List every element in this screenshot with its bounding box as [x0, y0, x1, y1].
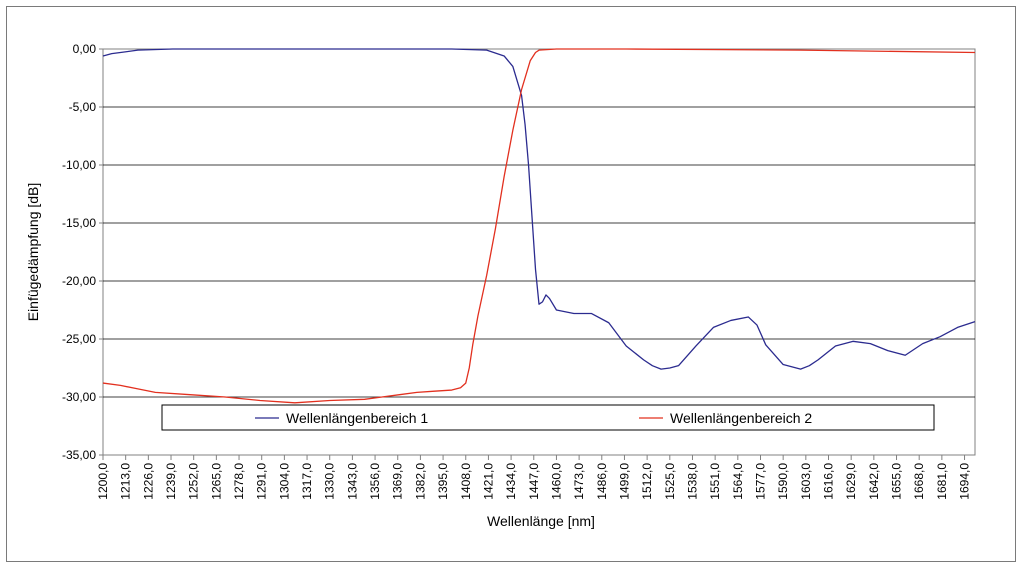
- x-tick-label: 1486,0: [595, 463, 609, 500]
- x-tick-label: 1668,0: [912, 463, 926, 500]
- x-tick-label: 1603,0: [799, 463, 813, 500]
- x-tick-label: 1395,0: [436, 463, 450, 500]
- x-tick-label: 1304,0: [277, 463, 291, 500]
- x-tick-label: 1473,0: [572, 463, 586, 500]
- x-tick-label: 1317,0: [300, 463, 314, 500]
- y-tick-label: -10,00: [62, 158, 96, 172]
- gridlines: [103, 106, 975, 398]
- x-axis-ticks: 1200,0 1213,0 1226,0 1239,0 1252,0 1265,0 1278…: [96, 455, 972, 500]
- y-tick-label: -15,00: [62, 216, 96, 230]
- y-tick-label: -30,00: [62, 390, 96, 404]
- x-tick-label: 1252,0: [187, 463, 201, 500]
- x-tick-label: 1681,0: [935, 463, 949, 500]
- x-tick-label: 1499,0: [617, 463, 631, 500]
- x-tick-label: 1642,0: [867, 463, 881, 500]
- y-tick-label: -20,00: [62, 274, 96, 288]
- y-tick-label: 0,00: [73, 42, 97, 56]
- y-tick-label: -35,00: [62, 448, 96, 462]
- line-chart: 0,00 -5,00 -10,00 -15,00 -20,00 -25,00 -30,00 -…: [25, 42, 976, 529]
- chart-frame: 0,00 -5,00 -10,00 -15,00 -20,00 -25,00 -30,00 -…: [6, 6, 1016, 562]
- x-tick-label: 1434,0: [504, 463, 518, 500]
- x-tick-label: 1382,0: [413, 463, 427, 500]
- legend-label-series-2: Wellenlängenbereich 2: [670, 410, 812, 426]
- x-axis-title: Wellenlänge [nm]: [487, 513, 595, 529]
- legend-label-series-1: Wellenlängenbereich 1: [286, 410, 428, 426]
- series-line-2: [102, 48, 976, 404]
- x-tick-label: 1200,0: [96, 463, 110, 500]
- x-tick-label: 1590,0: [776, 463, 790, 500]
- x-tick-label: 1265,0: [209, 463, 223, 500]
- x-tick-label: 1655,0: [890, 463, 904, 500]
- x-tick-label: 1577,0: [753, 463, 767, 500]
- legend-box: [161, 404, 935, 431]
- x-tick-label: 1356,0: [368, 463, 382, 500]
- x-tick-label: 1460,0: [549, 463, 563, 500]
- x-tick-label: 1447,0: [527, 463, 541, 500]
- x-tick-label: 1226,0: [141, 463, 155, 500]
- x-tick-label: 1629,0: [844, 463, 858, 500]
- x-tick-label: 1291,0: [255, 463, 269, 500]
- x-tick-label: 1421,0: [481, 463, 495, 500]
- x-tick-label: 1330,0: [323, 463, 337, 500]
- x-tick-label: 1525,0: [663, 463, 677, 500]
- x-tick-label: 1564,0: [731, 463, 745, 500]
- legend: Wellenlängenbereich 1 Wellenlängenbereic…: [161, 404, 935, 431]
- x-tick-label: 1369,0: [391, 463, 405, 500]
- x-tick-label: 1551,0: [708, 463, 722, 500]
- x-tick-label: 1408,0: [459, 463, 473, 500]
- x-tick-label: 1278,0: [232, 463, 246, 500]
- series-line-1: [102, 48, 976, 370]
- x-tick-label: 1694,0: [958, 463, 972, 500]
- x-tick-label: 1239,0: [164, 463, 178, 500]
- y-axis-title: Einfügedämpfung [dB]: [25, 183, 41, 322]
- x-tick-label: 1213,0: [119, 463, 133, 500]
- x-tick-label: 1343,0: [345, 463, 359, 500]
- series-lines: [102, 48, 976, 404]
- plot-area: [102, 48, 976, 456]
- x-tick-label: 1512,0: [640, 463, 654, 500]
- x-tick-label: 1538,0: [685, 463, 699, 500]
- y-axis-ticks: 0,00 -5,00 -10,00 -15,00 -20,00 -25,00 -30,00 -…: [62, 42, 103, 462]
- y-tick-label: -5,00: [69, 100, 97, 114]
- x-tick-label: 1616,0: [822, 463, 836, 500]
- y-tick-label: -25,00: [62, 332, 96, 346]
